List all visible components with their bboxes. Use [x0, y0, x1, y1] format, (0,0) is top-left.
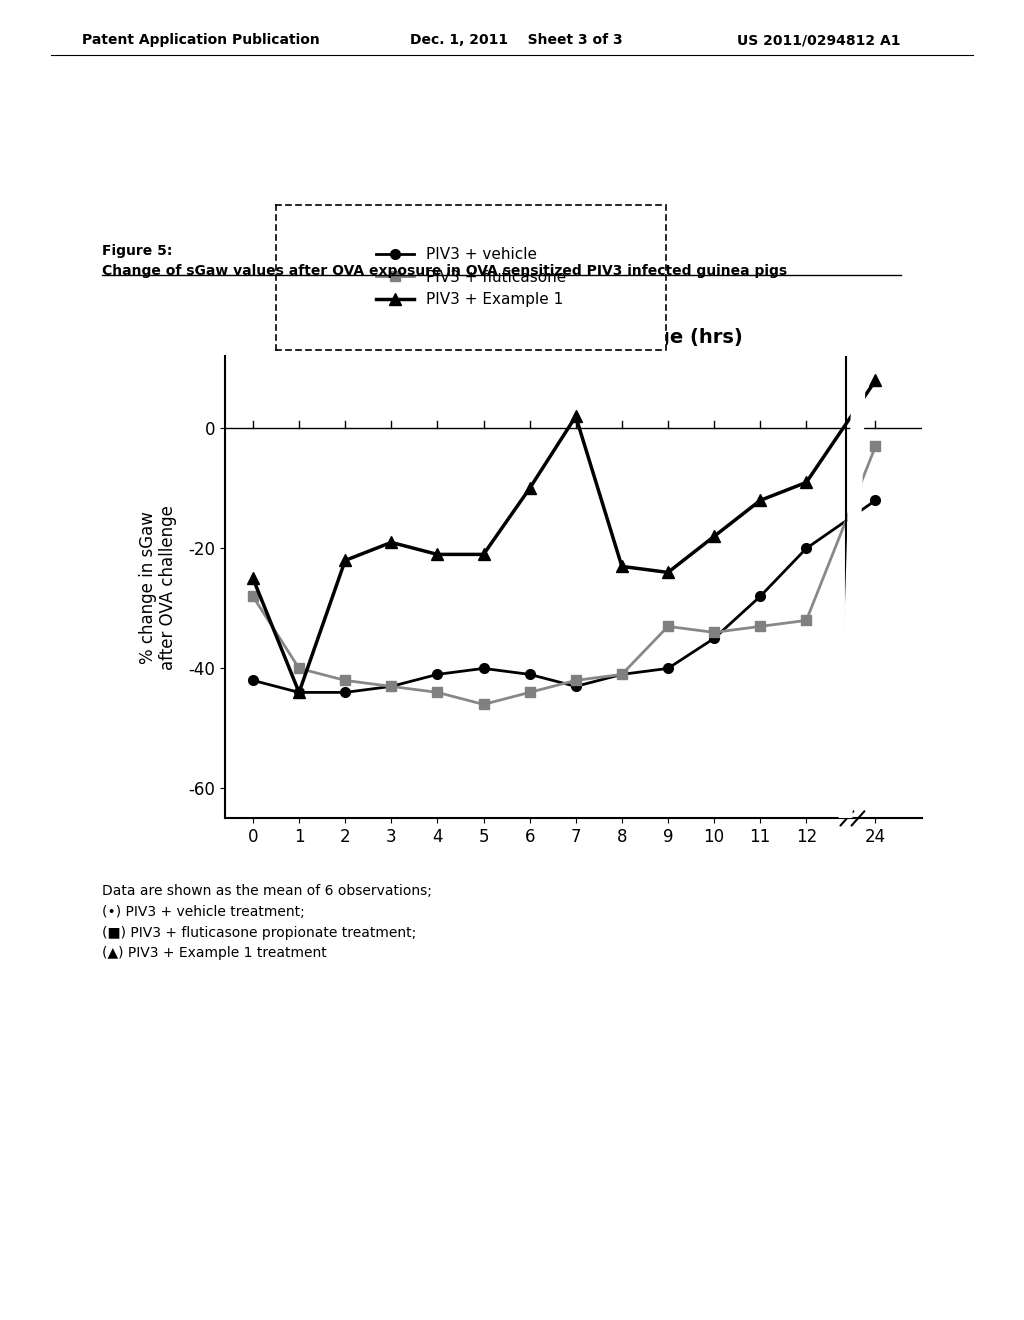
Y-axis label: % change in sGaw
after OVA challenge: % change in sGaw after OVA challenge [138, 506, 177, 669]
Text: Figure 5:: Figure 5: [102, 244, 173, 259]
Text: Dec. 1, 2011    Sheet 3 of 3: Dec. 1, 2011 Sheet 3 of 3 [410, 33, 623, 48]
Title: Time after OVA challenge (hrs): Time after OVA challenge (hrs) [404, 327, 742, 347]
Text: Data are shown as the mean of 6 observations;
(•) PIV3 + vehicle treatment;
(■) : Data are shown as the mean of 6 observat… [102, 884, 432, 960]
Text: Patent Application Publication: Patent Application Publication [82, 33, 319, 48]
Text: Change of sGaw values after OVA exposure in OVA sensitized PIV3 infected guinea : Change of sGaw values after OVA exposure… [102, 264, 787, 279]
Text: US 2011/0294812 A1: US 2011/0294812 A1 [737, 33, 901, 48]
Legend: PIV3 + vehicle, PIV3 + fluticasone, PIV3 + Example 1: PIV3 + vehicle, PIV3 + fluticasone, PIV3… [370, 242, 572, 313]
